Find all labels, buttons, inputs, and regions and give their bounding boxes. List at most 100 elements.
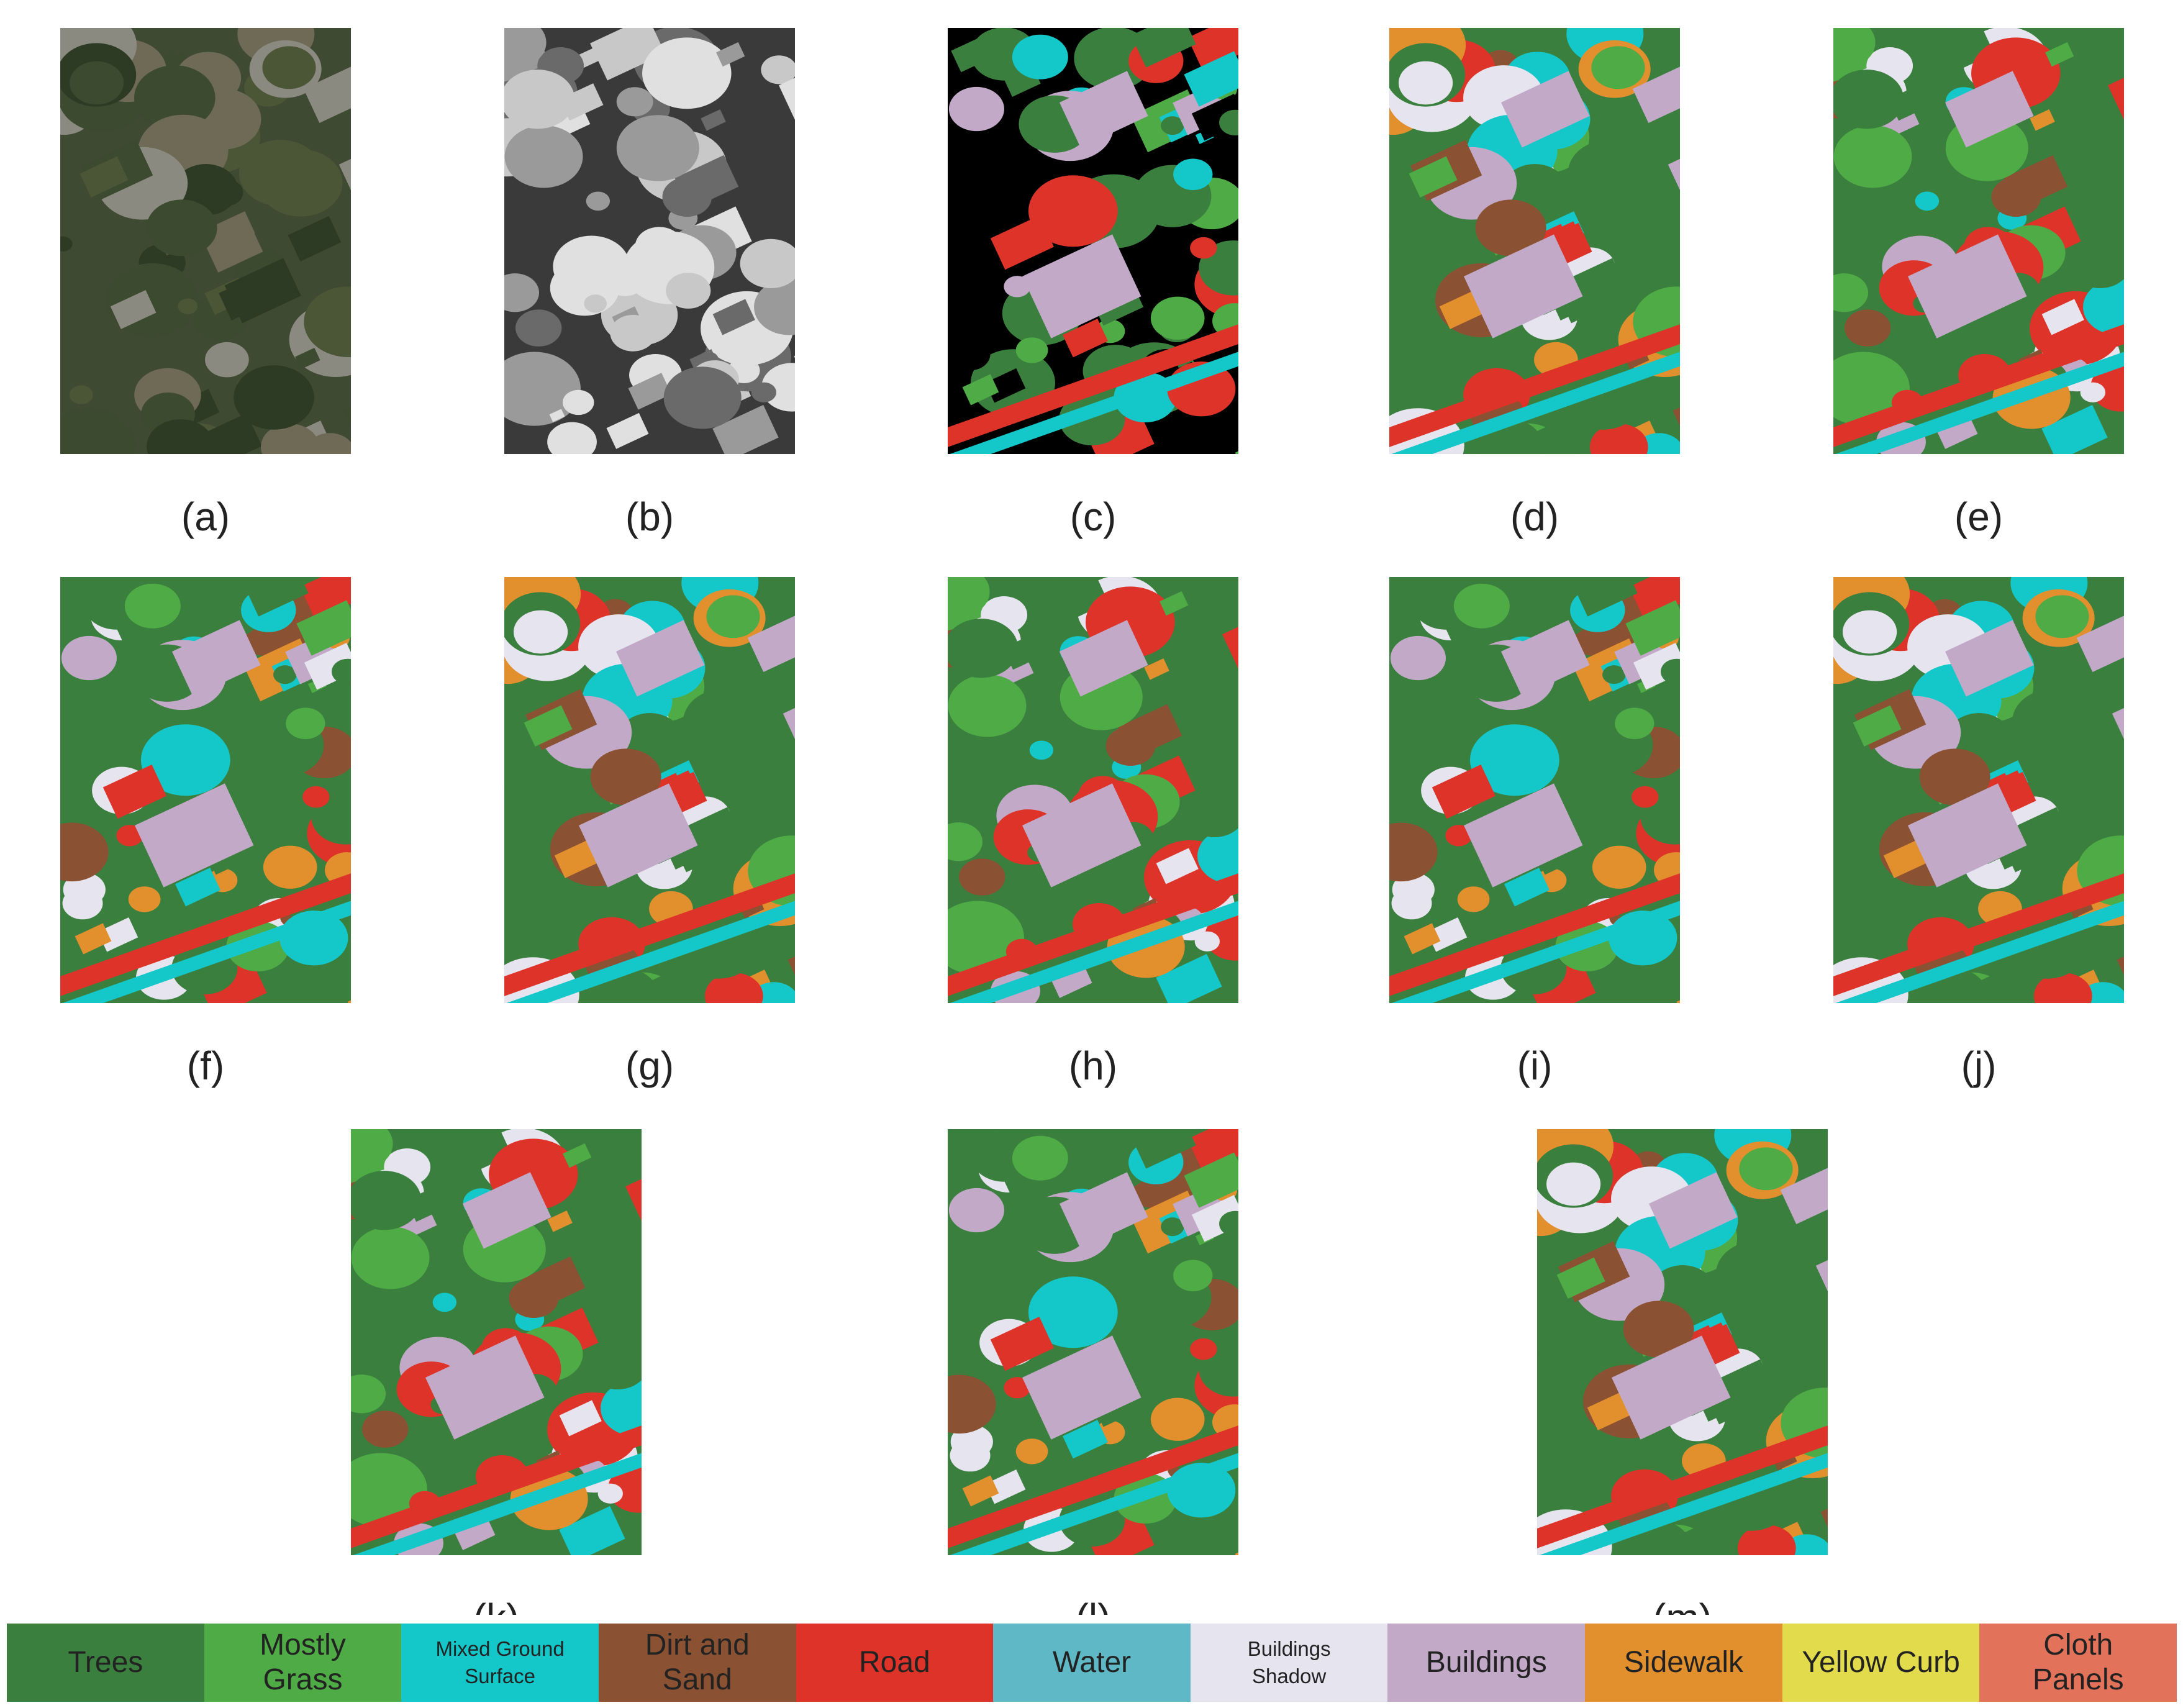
- region: [559, 1400, 602, 1437]
- region: [950, 338, 991, 371]
- region: [550, 260, 620, 316]
- region: [1219, 1211, 1238, 1237]
- building: [1022, 783, 1141, 888]
- panel-label: (a): [181, 494, 230, 539]
- region: [1737, 1525, 1796, 1555]
- region: [549, 409, 565, 422]
- region: [1853, 705, 1902, 747]
- region: [513, 934, 537, 953]
- region: [1184, 51, 1238, 107]
- region: [1546, 1162, 1601, 1206]
- region: [2033, 973, 2092, 1003]
- legend-swatch: Yellow Curb: [1782, 1624, 1980, 1702]
- region: [1615, 707, 1654, 740]
- legend-swatch: Buildings: [1387, 1624, 1586, 1702]
- region: [1131, 28, 1196, 68]
- region: [60, 236, 73, 252]
- region: [1144, 658, 1169, 680]
- region: [616, 87, 653, 117]
- building: [1060, 620, 1148, 697]
- panel-art: [1833, 28, 2124, 454]
- region: [147, 419, 214, 454]
- panel-label: (c): [1070, 494, 1117, 539]
- region: [732, 765, 786, 811]
- map-panel: [60, 577, 351, 1003]
- region: [273, 665, 297, 684]
- region: [2045, 42, 2074, 67]
- panel-art: [1833, 577, 2124, 1003]
- road: [1833, 873, 2124, 996]
- region: [616, 115, 699, 181]
- region: [1123, 216, 1148, 237]
- road: [948, 873, 1238, 996]
- map-panel: [1833, 577, 2124, 1003]
- region: [1445, 825, 1473, 847]
- region: [362, 1410, 409, 1448]
- region: [1398, 385, 1422, 404]
- building: [463, 1172, 551, 1249]
- region: [1842, 934, 1866, 953]
- region: [1015, 1438, 1048, 1465]
- region: [747, 613, 795, 672]
- region: [640, 1450, 642, 1466]
- region: [1515, 577, 1595, 639]
- region: [1161, 116, 1184, 135]
- building: [1060, 71, 1148, 148]
- region: [1528, 959, 1596, 1003]
- region: [554, 838, 601, 878]
- region: [2030, 109, 2055, 131]
- panel-label: (k): [473, 1596, 520, 1615]
- region: [2035, 595, 2089, 638]
- region: [1004, 276, 1031, 298]
- region: [1237, 898, 1238, 914]
- road: [948, 324, 1238, 447]
- building: [134, 783, 254, 888]
- road: [504, 873, 795, 996]
- region: [610, 314, 656, 352]
- region: [1173, 1260, 1213, 1292]
- region: [1086, 410, 1155, 454]
- road: [1835, 901, 2124, 1003]
- region: [432, 1292, 457, 1312]
- region: [962, 1475, 999, 1507]
- region: [351, 1374, 386, 1414]
- panel-art: [351, 1129, 642, 1555]
- region: [1190, 237, 1217, 259]
- region: [962, 374, 999, 406]
- region: [504, 125, 583, 188]
- panel-label: (l): [1076, 1596, 1111, 1615]
- panel-art: [948, 1129, 1238, 1555]
- building: [1907, 783, 2027, 888]
- region: [1556, 1257, 1605, 1299]
- road: [1391, 352, 1680, 454]
- region: [584, 294, 607, 313]
- region: [1150, 1397, 1205, 1441]
- region: [1390, 635, 1446, 681]
- region: [754, 279, 795, 335]
- region: [69, 385, 93, 404]
- region: [951, 1136, 995, 1174]
- region: [1591, 46, 1645, 89]
- region: [79, 156, 129, 198]
- region: [110, 289, 157, 329]
- region: [683, 689, 766, 755]
- region: [1715, 1241, 1799, 1307]
- panel-label: (i): [1517, 1043, 1553, 1088]
- region: [1029, 740, 1054, 760]
- region: [1780, 1165, 1828, 1224]
- region: [1935, 412, 1978, 449]
- region: [586, 191, 610, 211]
- region: [2041, 299, 2084, 335]
- region: [1389, 822, 1438, 882]
- legend-swatch: Cloth Panels: [1979, 1624, 2177, 1702]
- building: [615, 620, 705, 697]
- region: [178, 298, 198, 314]
- region: [1391, 887, 1432, 920]
- region: [2069, 238, 2124, 289]
- region: [351, 1226, 430, 1289]
- region: [2012, 689, 2095, 755]
- region: [1161, 1217, 1184, 1237]
- region: [300, 577, 351, 620]
- region: [146, 199, 217, 257]
- region: [751, 382, 776, 402]
